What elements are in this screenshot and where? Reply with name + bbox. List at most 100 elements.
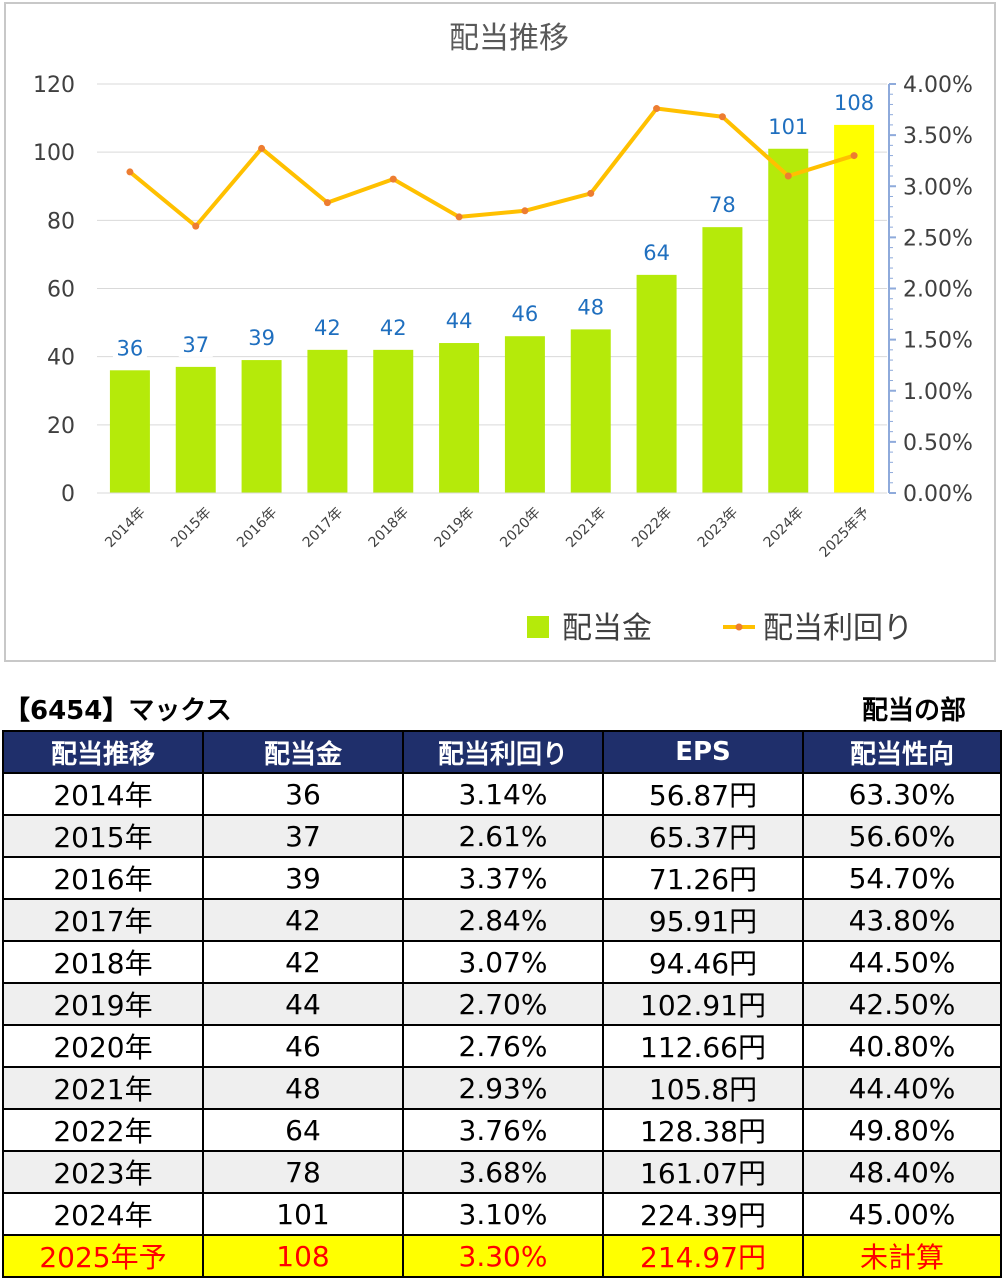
data-label-background [705, 191, 740, 218]
bar [636, 274, 677, 493]
x-tick-label: 2016年 [234, 505, 280, 551]
table-cell: 42 [202, 940, 404, 984]
data-label-background [639, 238, 674, 265]
bar-data-label: 42 [314, 316, 341, 340]
x-tick-label: 2023年 [695, 505, 741, 551]
y-right-tick-label: 1.50% [903, 329, 973, 354]
table-cell: 63.30% [802, 772, 1002, 816]
x-tick-label: 2014年 [102, 505, 148, 551]
table-cell: 2023年 [2, 1150, 204, 1194]
table-cell: 45.00% [802, 1192, 1002, 1236]
y-left-tick-label: 40 [47, 346, 75, 371]
legend-label-dividend: 配当金 [562, 611, 652, 646]
y-left-tick-label: 100 [33, 141, 75, 166]
data-label-background [244, 324, 279, 351]
table-cell: 112.66円 [602, 1024, 804, 1068]
y-right-tick-label: 0.50% [903, 431, 973, 456]
table-cell: 71.26円 [602, 856, 804, 900]
table-cell: 102.91円 [602, 982, 804, 1026]
bar [373, 349, 414, 493]
yield-point [784, 172, 792, 180]
table-cell: 2014年 [2, 772, 204, 816]
data-label-background [830, 88, 878, 115]
y-left-tick-label: 120 [33, 73, 75, 98]
x-tick-label: 2018年 [366, 505, 412, 551]
bar-data-label: 39 [248, 326, 275, 350]
dividend-chart: 配当推移 0 20 40 60 80 100 120 0.00% 0.50% 1.00% 1.50% 2… [33, 21, 973, 646]
table-cell: 48 [202, 1066, 404, 1110]
bar-data-label: 46 [512, 302, 539, 326]
table-cell: 3.07% [402, 940, 604, 984]
table-row: 2020年 46 2.76% 112.66円 40.80% [2, 1024, 1002, 1068]
table-cell: 78 [202, 1150, 404, 1194]
data-label-background [442, 307, 477, 334]
table-cell: 44 [202, 982, 404, 1026]
yield-point [521, 207, 529, 215]
table-cell: 2.93% [402, 1066, 604, 1110]
table-cell: 2018年 [2, 940, 204, 984]
data-label-background [764, 112, 812, 139]
y-right-tick-label: 0.00% [903, 482, 973, 507]
table-row: 2022年 64 3.76% 128.38円 49.80% [2, 1108, 1002, 1152]
y-right-tick-label: 2.50% [903, 226, 973, 251]
y-left-tick-label: 80 [47, 209, 75, 234]
bar-data-label: 37 [182, 333, 209, 357]
bar [504, 336, 545, 493]
table-cell: 2024年 [2, 1192, 204, 1236]
table-row: 2023年 78 3.68% 161.07円 48.40% [2, 1150, 1002, 1194]
y-right-tick-label: 1.00% [903, 380, 973, 405]
table-caption: 【6454】マックス 配当の部 [4, 690, 996, 728]
bar-data-label: 44 [446, 309, 473, 333]
y-right-tick-label: 4.00% [903, 73, 973, 98]
yield-point [258, 144, 266, 152]
bar [768, 148, 809, 493]
table-cell: 94.46円 [602, 940, 804, 984]
table-row: 2018年 42 3.07% 94.46円 44.50% [2, 940, 1002, 984]
yield-point [455, 213, 463, 221]
bar-data-label: 64 [643, 241, 670, 265]
table-cell: 39 [202, 856, 404, 900]
table-cell: 161.07円 [602, 1150, 804, 1194]
table-cell: 40.80% [802, 1024, 1002, 1068]
table-cell: 2019年 [2, 982, 204, 1026]
table-cell: 224.39円 [602, 1192, 804, 1236]
table-cell: 46 [202, 1024, 404, 1068]
table-cell: 3.37% [402, 856, 604, 900]
bar [702, 227, 743, 493]
legend-line-marker [735, 623, 743, 631]
table-cell: 214.97円 [602, 1234, 804, 1278]
y-left-tick-label: 60 [47, 278, 75, 303]
bar [439, 343, 480, 493]
x-tick-label: 2015年 [168, 505, 214, 551]
y-left-tick-label: 0 [61, 482, 75, 507]
data-label-background [573, 293, 608, 320]
company-caption: 【6454】マックス [4, 696, 232, 726]
table-cell: 44.50% [802, 940, 1002, 984]
x-tick-label: 2021年 [563, 505, 609, 551]
yield-point [389, 175, 397, 183]
table-cell: 3.68% [402, 1150, 604, 1194]
x-tick-label: 2022年 [629, 505, 675, 551]
x-tick-label: 2020年 [497, 505, 543, 551]
table-cell: 2.76% [402, 1024, 604, 1068]
table-row: 2021年 48 2.93% 105.8円 44.40% [2, 1066, 1002, 1110]
table-cell: 2.70% [402, 982, 604, 1026]
table-cell: 2017年 [2, 898, 204, 942]
table-cell: 54.70% [802, 856, 1002, 900]
legend-label-yield: 配当利回り [763, 611, 913, 646]
table-cell: 2022年 [2, 1108, 204, 1152]
yield-point [126, 168, 134, 176]
bar [175, 366, 216, 493]
bar [834, 124, 875, 494]
table-cell: 2.84% [402, 898, 604, 942]
yield-line [128, 106, 855, 229]
bar-data-label: 101 [768, 115, 808, 139]
data-label-background [507, 300, 542, 327]
column-header: 配当性向 [802, 730, 1002, 774]
table-row: 2024年 101 3.10% 224.39円 45.00% [2, 1192, 1002, 1236]
table-row: 2025年予 108 3.30% 214.97円 未計算 [2, 1234, 1002, 1278]
bar [307, 349, 348, 493]
table-cell: 128.38円 [602, 1108, 804, 1152]
table-cell: 49.80% [802, 1108, 1002, 1152]
table-row: 2014年 36 3.14% 56.87円 63.30% [2, 772, 1002, 816]
